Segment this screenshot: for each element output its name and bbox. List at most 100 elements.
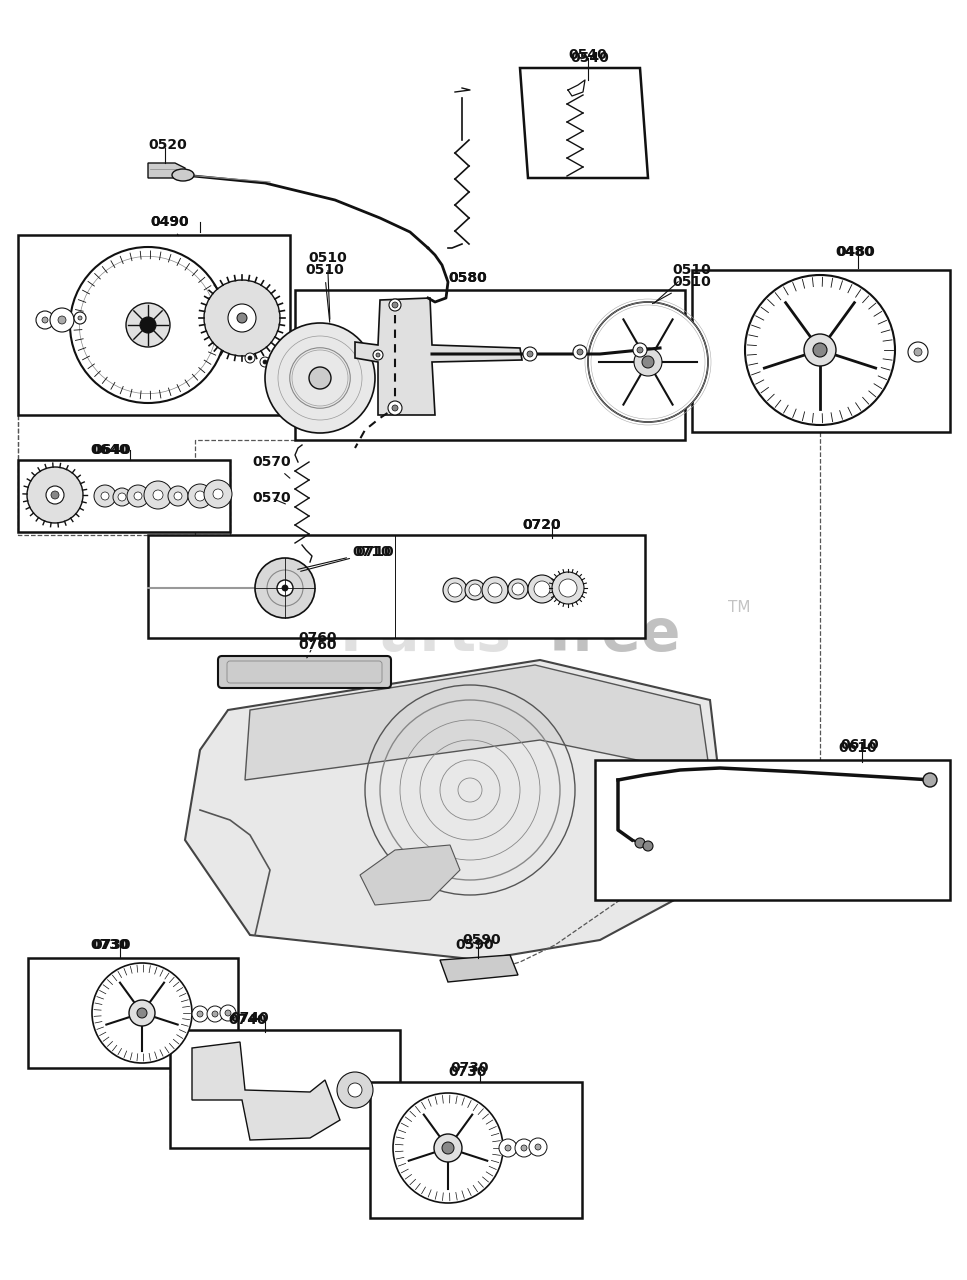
Text: 0710: 0710 [301,545,394,571]
Circle shape [488,582,502,596]
Polygon shape [440,955,518,982]
Text: 0730: 0730 [90,938,129,952]
Circle shape [273,353,283,364]
Circle shape [577,349,583,355]
Circle shape [263,360,267,364]
Circle shape [265,323,375,433]
Circle shape [442,1142,454,1155]
Text: 0510: 0510 [654,262,711,303]
Circle shape [635,838,645,847]
Circle shape [127,485,149,507]
Circle shape [393,1093,503,1203]
Circle shape [908,342,928,362]
Text: 0570: 0570 [252,454,291,479]
Polygon shape [245,666,710,780]
Circle shape [637,347,643,353]
Circle shape [168,486,188,506]
Text: 0590: 0590 [462,933,501,947]
Polygon shape [520,68,648,178]
Circle shape [482,577,508,603]
Circle shape [70,247,226,403]
Circle shape [46,486,64,504]
Polygon shape [295,291,685,440]
Circle shape [373,349,383,360]
Polygon shape [148,535,645,637]
Text: 0510: 0510 [305,262,343,323]
Text: 0490: 0490 [150,215,189,236]
Circle shape [78,316,82,320]
Circle shape [50,308,74,332]
Circle shape [348,1083,362,1097]
Text: 0760: 0760 [298,637,337,658]
Text: 0510: 0510 [308,251,347,319]
Circle shape [260,357,270,367]
Circle shape [528,575,556,603]
Text: 0490: 0490 [150,215,189,229]
Circle shape [137,1009,147,1018]
Circle shape [633,343,647,357]
Circle shape [914,348,922,356]
Text: 0730: 0730 [450,1061,488,1075]
Circle shape [521,1146,527,1151]
Polygon shape [170,1030,400,1148]
Text: 0540: 0540 [568,47,606,61]
Circle shape [813,343,827,357]
Circle shape [92,963,192,1062]
Circle shape [392,302,398,308]
Circle shape [469,584,481,596]
Circle shape [534,581,550,596]
Circle shape [276,356,280,360]
Circle shape [282,585,288,591]
Circle shape [237,314,247,323]
Circle shape [58,316,66,324]
Text: 0510: 0510 [653,275,711,303]
Circle shape [515,1139,533,1157]
Text: 0540: 0540 [570,51,609,65]
Circle shape [27,467,83,524]
Circle shape [277,580,293,596]
Circle shape [204,480,232,508]
Text: 0640: 0640 [90,443,129,457]
Circle shape [192,1006,208,1021]
Circle shape [465,580,485,600]
Text: TM: TM [728,600,750,616]
Circle shape [207,1006,223,1021]
Circle shape [140,317,156,333]
Circle shape [804,334,836,366]
Circle shape [94,485,116,507]
Text: 0610: 0610 [838,741,877,755]
Text: 0740: 0740 [230,1011,269,1025]
Text: Tree: Tree [540,607,682,663]
Text: Parts: Parts [340,607,512,663]
Polygon shape [18,236,290,415]
Circle shape [634,348,662,376]
Circle shape [448,582,462,596]
Circle shape [36,311,54,329]
Circle shape [220,1005,236,1021]
Circle shape [505,1146,511,1151]
Circle shape [535,1144,541,1149]
Circle shape [225,1010,231,1016]
Circle shape [508,579,528,599]
Circle shape [213,489,223,499]
Circle shape [42,317,48,323]
Text: 0520: 0520 [148,138,187,152]
Text: 0580: 0580 [448,271,486,285]
Circle shape [74,312,86,324]
Circle shape [309,367,331,389]
Circle shape [643,841,653,851]
Polygon shape [192,1042,340,1140]
Text: 0480: 0480 [836,244,875,259]
Circle shape [499,1139,517,1157]
Text: 0580: 0580 [448,271,486,285]
Text: 0610: 0610 [840,739,879,751]
Circle shape [376,353,380,357]
Text: 0570: 0570 [252,492,291,506]
Polygon shape [18,460,230,532]
Circle shape [118,493,126,500]
Circle shape [745,275,895,425]
Circle shape [134,492,142,500]
Circle shape [389,300,401,311]
Circle shape [527,351,533,357]
Circle shape [443,579,467,602]
